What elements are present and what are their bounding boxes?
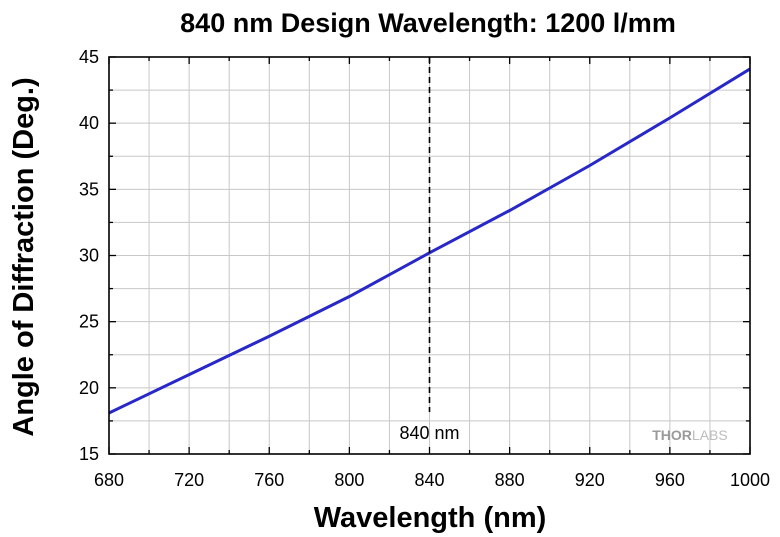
y-tick-labels: 15 20 25 30 35 40 45	[79, 47, 99, 464]
x-tick-label: 760	[254, 470, 284, 490]
x-tick-label: 960	[655, 470, 685, 490]
x-tick-label: 1000	[730, 470, 770, 490]
design-wavelength-label: 840 nm	[399, 423, 459, 443]
logo-text-labs: LABS	[692, 427, 728, 443]
y-tick-label: 35	[79, 179, 99, 199]
logo-text-thor: THOR	[652, 427, 692, 443]
x-tick-label: 720	[174, 470, 204, 490]
y-tick-label: 15	[79, 444, 99, 464]
y-tick-label: 40	[79, 113, 99, 133]
svg-text:THORLABS: THORLABS	[652, 427, 727, 443]
x-tick-label: 840	[414, 470, 444, 490]
x-tick-label: 920	[575, 470, 605, 490]
x-tick-label: 880	[495, 470, 525, 490]
ticks	[108, 56, 751, 455]
y-tick-label: 20	[79, 378, 99, 398]
marker-layer: 840 nm	[399, 57, 460, 443]
thorlabs-logo: THORLABS	[652, 427, 727, 443]
x-tick-labels: 680 720 760 800 840 880 920 960 1000	[94, 470, 770, 490]
y-tick-label: 45	[79, 47, 99, 67]
grid	[109, 57, 750, 454]
y-tick-label: 30	[79, 246, 99, 266]
y-axis-label: Angle of Diffraction (Deg.)	[8, 77, 40, 436]
chart-title: 840 nm Design Wavelength: 1200 l/mm	[180, 8, 676, 38]
x-tick-label: 680	[94, 470, 124, 490]
y-tick-label: 25	[79, 312, 99, 332]
x-axis-label: Wavelength (nm)	[314, 502, 547, 534]
x-tick-label: 800	[334, 470, 364, 490]
